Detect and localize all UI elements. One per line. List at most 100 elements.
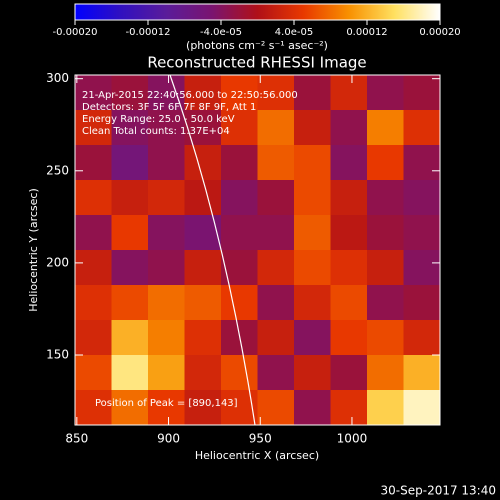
heatmap-cell xyxy=(184,75,222,111)
heatmap-cell xyxy=(75,145,112,181)
heatmap-cell xyxy=(221,110,258,146)
heatmap-cell xyxy=(148,285,185,321)
chart-title: Reconstructed RHESSI Image xyxy=(147,54,366,72)
heatmap-cell xyxy=(111,285,149,321)
heatmap-cell xyxy=(330,250,368,286)
colorbar-tick-label: -4.0e-05 xyxy=(200,27,242,38)
heatmap-cell xyxy=(184,320,222,356)
heatmap-cell xyxy=(75,285,112,321)
heatmap-cell xyxy=(367,110,404,146)
heatmap-cell xyxy=(257,110,295,146)
heatmap-cell xyxy=(403,320,441,356)
heatmap-cell xyxy=(111,250,149,286)
heatmap-cell xyxy=(257,390,295,426)
heatmap-cell xyxy=(148,355,185,391)
heatmap-cell xyxy=(403,215,441,251)
heatmap xyxy=(75,75,441,426)
heatmap-cell xyxy=(330,180,368,216)
colorbar-tick-label: 4.0e-05 xyxy=(275,27,313,38)
heatmap-cell xyxy=(75,250,112,286)
heatmap-cell xyxy=(148,180,185,216)
heatmap-cell xyxy=(330,285,368,321)
annotation: Energy Range: 25.0 - 50.0 keV xyxy=(82,114,235,125)
heatmap-cell xyxy=(184,180,222,216)
y-tick-label: 250 xyxy=(46,163,69,177)
heatmap-cell xyxy=(403,285,441,321)
heatmap-cell xyxy=(257,180,295,216)
solar-limb xyxy=(169,74,256,426)
heatmap-cell xyxy=(221,355,258,391)
heatmap-cell xyxy=(367,355,404,391)
annotation: Clean Total counts: 1.37E+04 xyxy=(82,126,230,137)
colorbar-tick-label: -0.00020 xyxy=(53,27,98,38)
heatmap-cell xyxy=(294,390,331,426)
heatmap-cell xyxy=(184,215,222,251)
heatmap-cell xyxy=(184,145,222,181)
y-tick-label: 150 xyxy=(46,348,69,362)
heatmap-cell xyxy=(367,250,404,286)
heatmap-cell xyxy=(294,145,331,181)
heatmap-cell xyxy=(148,110,185,146)
heatmap-cell xyxy=(367,215,404,251)
heatmap-cell xyxy=(257,320,295,356)
heatmap-cell xyxy=(294,320,331,356)
heatmap-cell xyxy=(148,145,185,181)
heatmap-cell xyxy=(367,285,404,321)
heatmap-cell xyxy=(184,285,222,321)
heatmap-cell xyxy=(111,390,149,426)
heatmap-cell xyxy=(184,355,222,391)
heatmap-cell xyxy=(367,145,404,181)
colorbar-tick-label: -0.00012 xyxy=(126,27,171,38)
heatmap-cell xyxy=(257,250,295,286)
heatmap-cell xyxy=(294,215,331,251)
heatmap-cell xyxy=(221,250,258,286)
heatmap-cell xyxy=(75,320,112,356)
heatmap-cell xyxy=(75,180,112,216)
heatmap-cell xyxy=(257,285,295,321)
colorbar-tick-label: 0.00012 xyxy=(346,27,387,38)
heatmap-cell xyxy=(330,110,368,146)
heatmap-cell xyxy=(111,110,149,146)
heatmap-cell xyxy=(257,145,295,181)
heatmap-cell xyxy=(257,215,295,251)
heatmap-cell xyxy=(111,215,149,251)
heatmap-cell xyxy=(367,180,404,216)
heatmap-cell xyxy=(367,320,404,356)
y-tick-label: 200 xyxy=(46,255,69,269)
colorbar-tick-label: 0.00020 xyxy=(419,27,460,38)
heatmap-cell xyxy=(330,355,368,391)
heatmap-cell xyxy=(221,180,258,216)
heatmap-cell xyxy=(221,75,258,111)
annotation: 21-Apr-2015 22:40:56.000 to 22:50:56.000 xyxy=(82,90,298,101)
colorbar xyxy=(74,3,441,21)
heatmap-cell xyxy=(330,75,368,111)
heatmap-cell xyxy=(148,215,185,251)
x-tick-label: 950 xyxy=(249,432,272,446)
heatmap-cell xyxy=(75,355,112,391)
heatmap-cell xyxy=(294,355,331,391)
x-tick-label: 850 xyxy=(65,432,88,446)
heatmap-cell xyxy=(403,110,441,146)
heatmap-cell xyxy=(111,180,149,216)
peak-label: Position of Peak = [890,143] xyxy=(95,398,238,409)
heatmap-cell xyxy=(330,215,368,251)
heatmap-cell xyxy=(403,250,441,286)
heatmap-cell xyxy=(221,285,258,321)
heatmap-cell xyxy=(294,180,331,216)
y-axis-title: Heliocentric Y (arcsec) xyxy=(27,188,40,312)
heatmap-cell xyxy=(111,355,149,391)
x-tick-label: 900 xyxy=(157,432,180,446)
heatmap-cell xyxy=(75,390,112,426)
heatmap-cell xyxy=(367,75,404,111)
heatmap-cell xyxy=(257,75,295,111)
x-tick-label: 1000 xyxy=(337,432,368,446)
heatmap-cell xyxy=(148,390,185,426)
heatmap-cell xyxy=(367,390,404,426)
x-axis-title: Heliocentric X (arcsec) xyxy=(195,449,319,462)
heatmap-cell xyxy=(294,110,331,146)
heatmap-cell xyxy=(148,250,185,286)
heatmap-cell xyxy=(111,75,149,111)
plot-frame xyxy=(74,74,441,426)
y-tick-label: 300 xyxy=(46,71,69,85)
